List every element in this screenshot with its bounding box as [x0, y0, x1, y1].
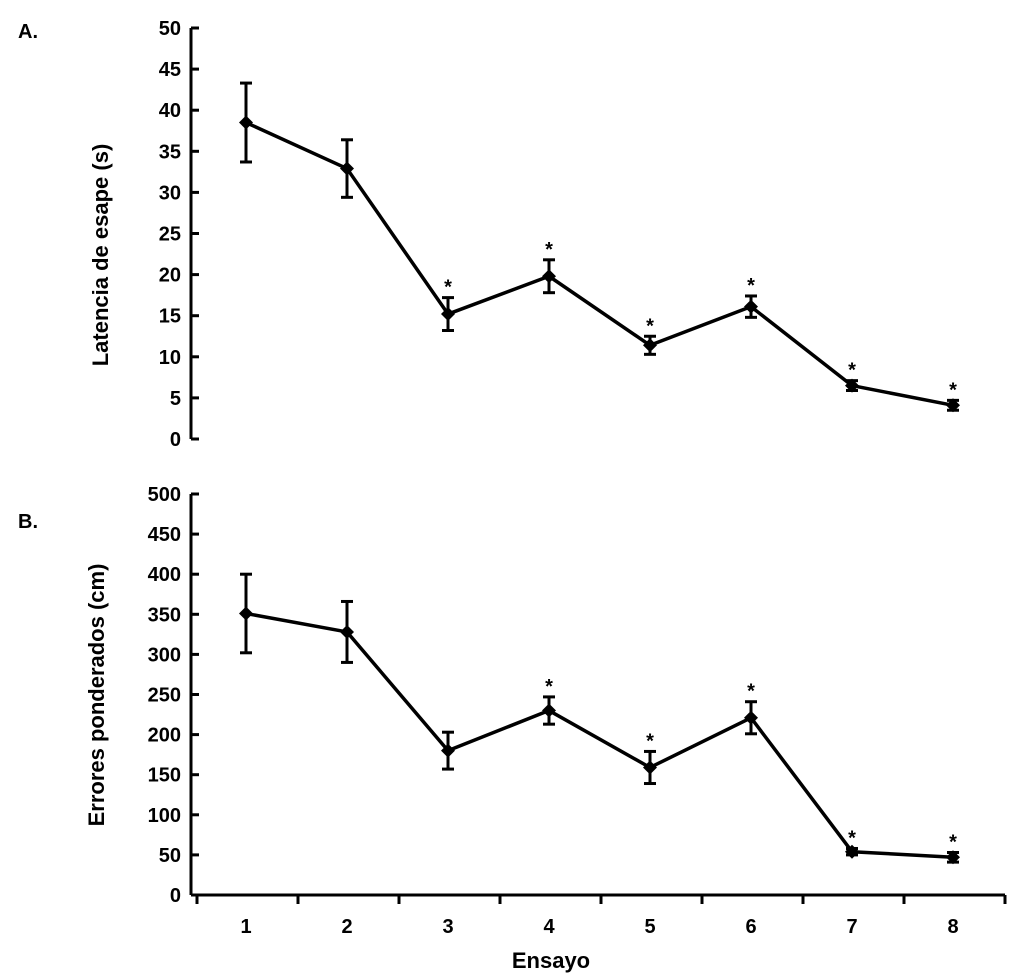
data-point-marker-a: [239, 115, 253, 130]
x-tick-label: 1: [240, 916, 251, 938]
panel-label-a: A.: [18, 21, 38, 43]
y-tick-label-a: 5: [170, 388, 181, 410]
y-tick-label-a: 45: [159, 59, 181, 81]
significance-star-b: *: [848, 827, 856, 849]
data-point-marker-a: [441, 307, 455, 322]
significance-star-b: *: [949, 831, 957, 853]
y-tick-label-b: 300: [148, 644, 181, 666]
data-point-marker-b: [441, 743, 455, 758]
significance-star-a: *: [444, 277, 452, 299]
y-axis-title-b: Errores ponderados (cm): [84, 564, 109, 827]
y-tick-label-b: 500: [148, 484, 181, 506]
y-tick-label-b: 450: [148, 524, 181, 546]
significance-star-a: *: [747, 275, 755, 297]
series-line-b: [245, 611, 954, 860]
significance-star-a: *: [545, 239, 553, 261]
panel-b-errors-chart: B. Errores ponderados (cm) Ensayo 0 50 100…: [18, 484, 1007, 973]
y-tick-label-b: 400: [148, 564, 181, 586]
significance-star-a: *: [949, 379, 957, 401]
y-tick-label-a: 10: [159, 347, 181, 369]
data-point-marker-a: [845, 378, 859, 393]
y-tick-label-a: 35: [159, 141, 181, 163]
data-point-marker-b: [239, 606, 253, 621]
y-tick-label-b: 100: [148, 805, 181, 827]
y-tick-label-a: 20: [159, 265, 181, 287]
data-point-marker-b: [340, 624, 354, 639]
y-axis-title-a: Latencia de esape (s): [88, 144, 113, 367]
y-tick-label-a: 0: [170, 429, 181, 451]
x-tick-label: 8: [947, 916, 958, 938]
series-line-a: [245, 120, 954, 408]
data-point-marker-b: [946, 850, 960, 865]
x-tick-label: 3: [442, 916, 453, 938]
significance-star-a: *: [646, 315, 654, 337]
y-tick-label-b: 0: [170, 885, 181, 907]
significance-star-b: *: [545, 676, 553, 698]
y-tick-label-a: 30: [159, 182, 181, 204]
x-axis-title: Ensayo: [512, 948, 590, 973]
data-point-marker-b: [542, 703, 556, 718]
y-tick-label-b: 200: [148, 725, 181, 747]
data-point-marker-a: [946, 398, 960, 413]
x-tick-label: 5: [644, 916, 655, 938]
panel-a-latency-chart: A. Latencia de esape (s) 0 5 10 15 20 25 30 35 4…: [18, 18, 960, 451]
data-point-marker-a: [643, 338, 657, 353]
x-tick-label: 6: [745, 916, 756, 938]
data-point-marker-a: [340, 161, 354, 176]
y-tick-label-a: 50: [159, 18, 181, 40]
data-point-marker-b: [744, 710, 758, 725]
data-point-marker-a: [744, 299, 758, 314]
y-tick-label-b: 250: [148, 685, 181, 707]
x-tick-label: 7: [846, 916, 857, 938]
y-tick-label-a: 40: [159, 100, 181, 122]
y-tick-label-b: 350: [148, 604, 181, 626]
significance-star-b: *: [747, 681, 755, 703]
data-point-marker-b: [845, 844, 859, 859]
panel-label-b: B.: [18, 511, 38, 533]
y-tick-label-a: 15: [159, 306, 181, 328]
y-tick-label-b: 150: [148, 765, 181, 787]
data-point-marker-a: [542, 269, 556, 284]
y-tick-label-b: 50: [159, 845, 181, 867]
significance-star-a: *: [848, 360, 856, 382]
significance-star-b: *: [646, 730, 654, 752]
x-tick-label: 2: [341, 916, 352, 938]
y-tick-label-a: 25: [159, 224, 181, 246]
x-tick-label: 4: [543, 916, 555, 938]
data-point-marker-b: [643, 760, 657, 775]
